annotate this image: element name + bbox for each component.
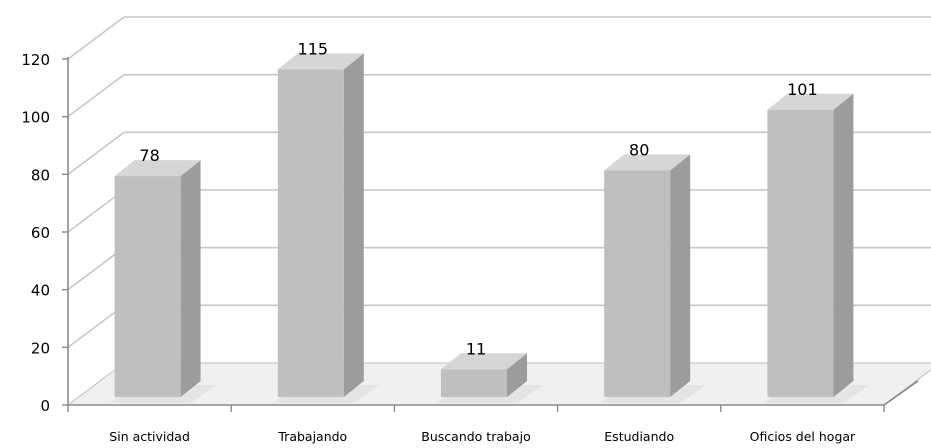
y-tick-label: 0 (40, 397, 50, 415)
data-label: 78 (139, 146, 159, 165)
bar (767, 109, 834, 398)
chart-labels: 0 20 40 60 80 100 120 78 Sin actividad 115 Trabaja… (21, 39, 856, 444)
bar-side (507, 353, 527, 397)
x-category-label: Buscando trabajo (421, 429, 530, 444)
y-tick-label: 100 (21, 109, 50, 127)
y-tick-label: 40 (31, 282, 50, 300)
bar-top (277, 53, 364, 70)
y-tick-label: 80 (31, 166, 50, 184)
x-category-label: Sin actividad (109, 429, 190, 444)
x-axis-depth (883, 380, 919, 406)
y-tick-label: 20 (31, 339, 50, 357)
gridline-depth (67, 16, 125, 60)
bar (441, 369, 507, 397)
bar-side (833, 93, 854, 398)
bar (604, 170, 671, 397)
chart-axes (62, 57, 919, 412)
gridline-depth (67, 74, 125, 118)
gridline-depth (67, 131, 125, 175)
bar-top (604, 154, 691, 171)
y-tick-label: 60 (31, 224, 50, 242)
data-label: 80 (629, 140, 649, 159)
bar (277, 69, 344, 398)
bar-top (767, 93, 854, 110)
y-tick-label: 120 (21, 51, 50, 69)
x-category-label: Estudiando (604, 429, 674, 444)
data-label: 115 (298, 39, 329, 58)
bar (114, 176, 181, 397)
chart-bars (110, 53, 870, 403)
data-label: 11 (466, 339, 486, 358)
x-category-label: Trabajando (277, 429, 347, 444)
bar-side (180, 160, 201, 397)
bar-top (441, 353, 527, 370)
bar-side (670, 154, 691, 397)
data-label: 101 (787, 80, 818, 99)
bar-side (343, 53, 364, 398)
bar-top (114, 160, 201, 177)
x-category-label: Oficios del hogar (750, 429, 856, 444)
